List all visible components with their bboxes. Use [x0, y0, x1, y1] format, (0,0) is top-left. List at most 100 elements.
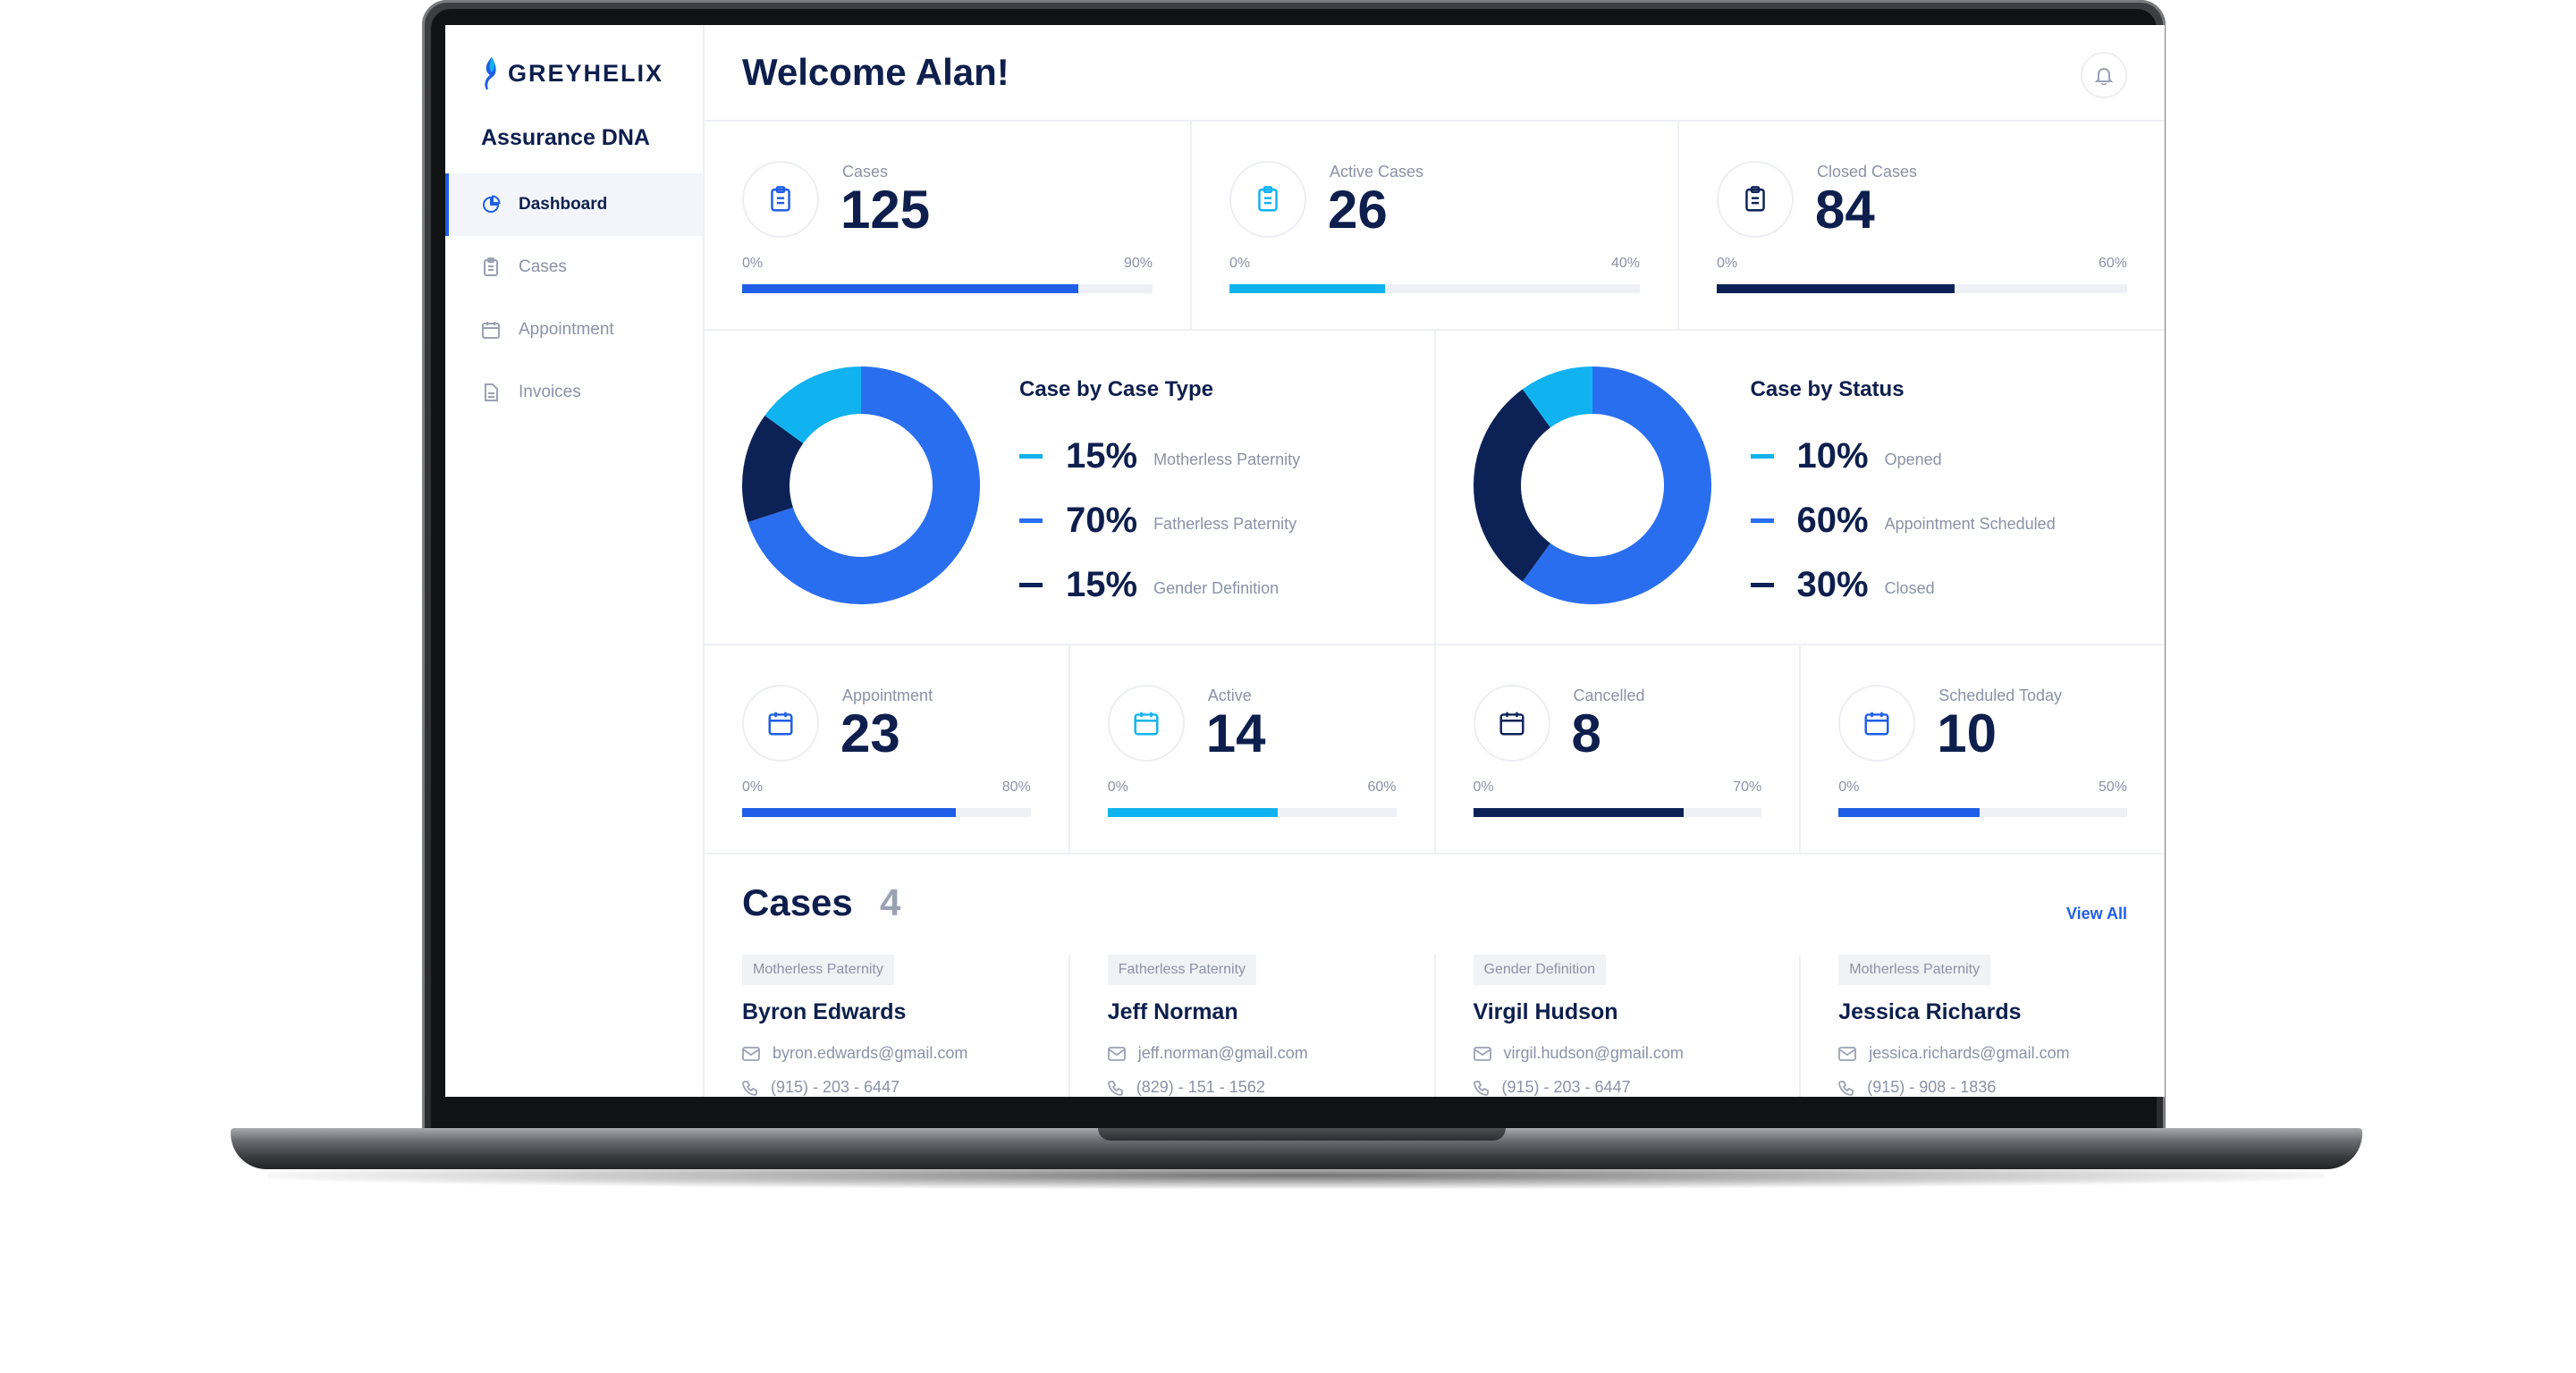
sidebar-item-appointment[interactable]: Appointment: [445, 299, 703, 361]
stat-card-cancelled[interactable]: Cancelled 8 0% 70%: [1436, 645, 1802, 853]
laptop-notch: [1098, 1128, 1506, 1141]
donut-chart-case-type[interactable]: [742, 366, 980, 604]
sidebar-item-invoices[interactable]: Invoices: [445, 361, 703, 424]
calendar-icon: [1107, 685, 1185, 762]
stat-value: 8: [1571, 703, 1601, 763]
stat-value: 10: [1937, 703, 1997, 763]
case-phone[interactable]: (829) - 151 - 1562: [1136, 1078, 1265, 1096]
progress-min-label: 0%: [1838, 779, 1860, 795]
legend-item: 30% Closed: [1750, 552, 2056, 617]
legend-item: 10% Opened: [1750, 424, 2056, 488]
stat-card-cases[interactable]: Cases 125 0% 90%: [705, 122, 1192, 329]
case-email-row: byron.edwards@gmail.com: [742, 1044, 967, 1063]
case-phone[interactable]: (915) - 908 - 1836: [1867, 1078, 1997, 1096]
progress-bar: [742, 284, 1153, 293]
cases-title: Cases: [742, 881, 853, 923]
donut-title: Case by Case Type: [1019, 377, 1213, 401]
mail-icon: [1107, 1046, 1126, 1061]
legend-item: 60% Appointment Scheduled: [1750, 488, 2056, 552]
progress-max-label: 40%: [1610, 256, 1640, 271]
stat-card-closed-cases[interactable]: Closed Cases 84 0% 60%: [1679, 122, 2165, 329]
case-email[interactable]: jessica.richards@gmail.com: [1869, 1044, 2070, 1062]
stat-label: Active: [1207, 686, 1252, 704]
donut-chart-status[interactable]: [1473, 366, 1711, 604]
legend-dash: [1019, 518, 1043, 523]
progress-fill: [1229, 284, 1386, 293]
legend-percent: 70%: [1066, 500, 1138, 540]
progress-fill: [1473, 808, 1685, 817]
case-type-tag: Motherless Paternity: [1838, 955, 1991, 985]
case-email[interactable]: byron.edwards@gmail.com: [773, 1044, 968, 1062]
case-type-tag: Motherless Paternity: [742, 955, 894, 985]
progress-max-label: 50%: [2098, 779, 2127, 795]
legend-item: 15% Gender Definition: [1019, 552, 1300, 617]
greyhelix-logo-icon: [485, 57, 496, 89]
donut-card-case-type: Case by Case Type 15% Motherless Paterni…: [705, 331, 1436, 644]
case-email-row: jessica.richards@gmail.com: [1838, 1044, 2070, 1063]
stat-label: Scheduled Today: [1938, 686, 2063, 704]
pie-chart-icon: [481, 195, 501, 215]
view-all-link[interactable]: View All: [2065, 905, 2127, 922]
donut-segment-opened[interactable]: [1522, 366, 1592, 428]
progress-max-label: 60%: [1367, 779, 1397, 795]
progress-min-label: 0%: [1107, 779, 1128, 795]
donut-segment-motherless-paternity[interactable]: [764, 366, 861, 443]
notifications-button[interactable]: [2081, 52, 2127, 98]
legend-label: Opened: [1884, 450, 1942, 468]
case-email[interactable]: virgil.hudson@gmail.com: [1503, 1044, 1684, 1062]
progress-bar: [1717, 284, 2127, 293]
case-client-name: Byron Edwards: [742, 999, 907, 1024]
case-type-tag: Gender Definition: [1473, 955, 1607, 985]
clipboard-icon: [1229, 161, 1306, 238]
case-card[interactable]: Motherless Paternity Byron Edwards byron…: [705, 955, 1070, 1097]
progress-fill: [742, 284, 1079, 293]
sidebar-item-dashboard[interactable]: Dashboard: [445, 173, 703, 236]
legend-dash: [1019, 582, 1043, 587]
legend-item: 15% Motherless Paternity: [1019, 424, 1300, 488]
stat-value: 14: [1205, 703, 1266, 763]
case-card[interactable]: Fatherless Paternity Jeff Norman jeff.no…: [1070, 955, 1436, 1097]
case-card[interactable]: Gender Definition Virgil Hudson virgil.h…: [1436, 955, 1802, 1097]
donut-segment-fatherless-paternity[interactable]: [747, 366, 980, 604]
top-bar: Welcome Alan!: [705, 25, 2165, 122]
legend-dash: [1750, 582, 1774, 587]
stat-card-active-appointments[interactable]: Active 14 0% 60%: [1070, 645, 1436, 853]
case-card[interactable]: Motherless Paternity Jessica Richards je…: [1801, 955, 2165, 1097]
progress-max-label: 80%: [1001, 779, 1031, 795]
sidebar-item-cases[interactable]: Cases: [445, 236, 703, 299]
donut-segment-closed[interactable]: [1473, 389, 1550, 582]
donut-segment-gender-definition[interactable]: [742, 415, 804, 523]
case-client-name: Virgil Hudson: [1473, 999, 1618, 1024]
legend-item: 70% Fatherless Paternity: [1019, 488, 1300, 552]
donut-segment-appointment-scheduled[interactable]: [1522, 366, 1711, 604]
legend-label: Appointment Scheduled: [1884, 514, 2056, 533]
progress-bar: [1107, 808, 1397, 817]
case-client-name: Jeff Norman: [1107, 999, 1238, 1024]
legend-label: Motherless Paternity: [1153, 450, 1301, 468]
stat-card-appointment[interactable]: Appointment 23 0% 80%: [705, 645, 1070, 853]
legend-percent: 60%: [1796, 500, 1869, 540]
case-email[interactable]: jeff.norman@gmail.com: [1137, 1044, 1308, 1062]
clipboard-icon: [1717, 161, 1794, 238]
stat-card-active-cases[interactable]: Active Cases 26 0% 40%: [1192, 122, 1679, 329]
progress-min-label: 0%: [742, 256, 764, 271]
stat-label: Closed Cases: [1817, 163, 1918, 181]
appointment-stats-row: Appointment 23 0% 80% Active 14 0% 60%: [705, 645, 2165, 855]
brand[interactable]: GREYHELIX: [481, 55, 663, 91]
donut-legend: 10% Opened 60% Appointment Scheduled 30%…: [1750, 424, 2056, 617]
stat-value: 23: [840, 703, 900, 763]
stat-card-scheduled-today[interactable]: Scheduled Today 10 0% 50%: [1801, 645, 2165, 853]
bell-icon: [2094, 68, 2114, 85]
sidebar-item-label: Dashboard: [519, 195, 608, 214]
legend-percent: 30%: [1796, 564, 1869, 604]
legend-label: Gender Definition: [1153, 578, 1280, 597]
case-phone[interactable]: (915) - 203 - 6447: [1501, 1078, 1631, 1096]
case-phone[interactable]: (915) - 203 - 6447: [771, 1078, 900, 1096]
calendar-icon: [1838, 685, 1916, 762]
progress-bar: [1838, 808, 2127, 817]
sidebar-nav: Dashboard Cases Appointm: [445, 173, 703, 424]
sidebar-item-label: Cases: [519, 257, 567, 276]
cases-header: Cases 4 View All: [705, 855, 2165, 955]
progress-fill: [742, 808, 956, 817]
stat-label: Active Cases: [1330, 163, 1424, 181]
